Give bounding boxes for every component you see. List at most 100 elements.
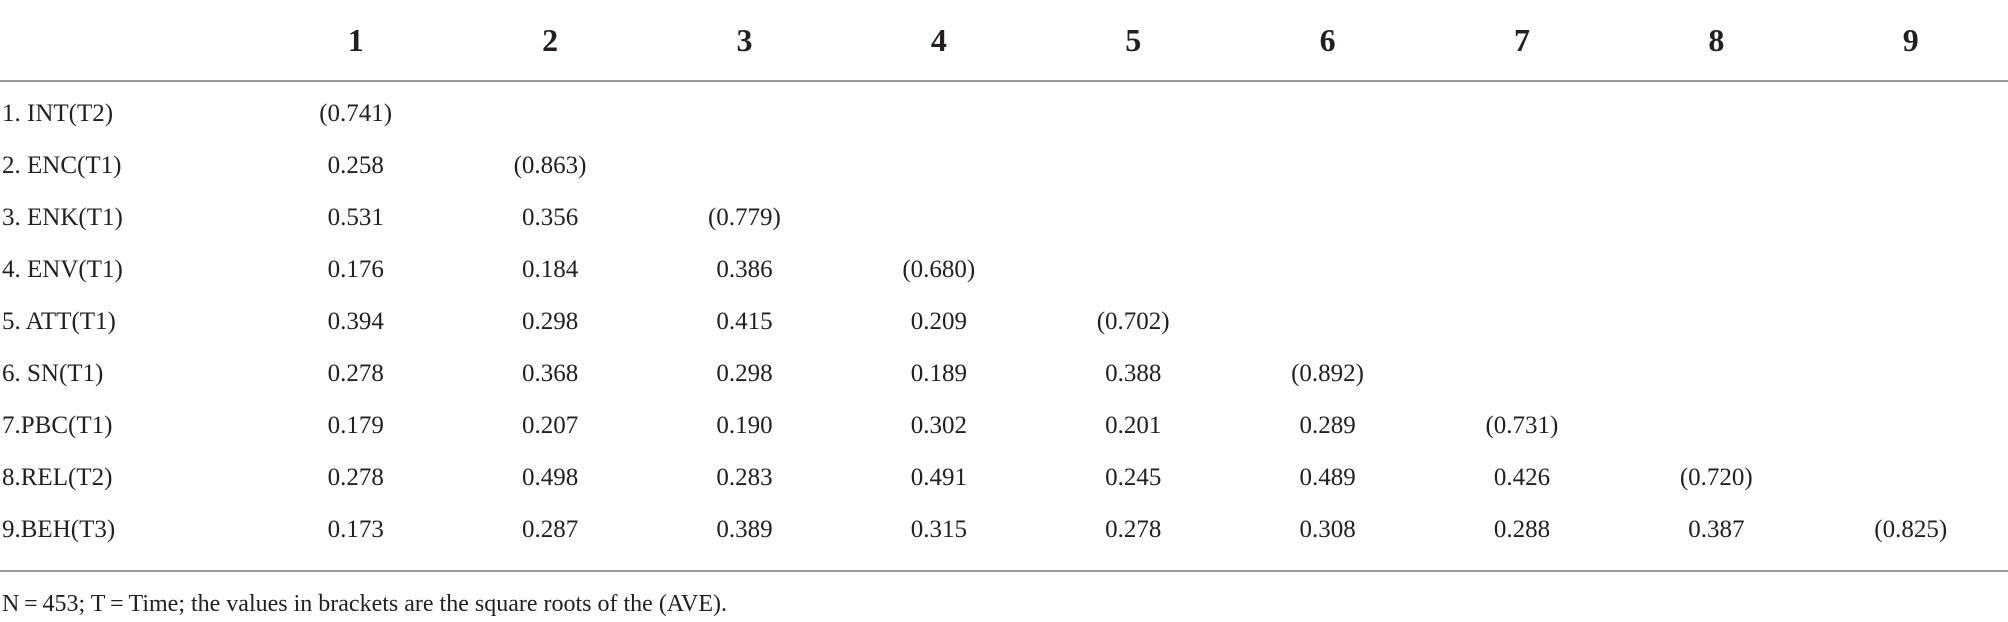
table-cell: 0.278 xyxy=(1036,504,1230,571)
table-cell: 0.308 xyxy=(1230,504,1424,571)
table-cell: 0.278 xyxy=(259,348,453,400)
table-cell: 0.189 xyxy=(842,348,1036,400)
row-label: 2. ENC(T1) xyxy=(0,140,259,192)
table-cell: 0.201 xyxy=(1036,400,1230,452)
table-cell: 0.387 xyxy=(1619,504,1813,571)
table-cell xyxy=(842,192,1036,244)
column-header: 2 xyxy=(453,0,647,81)
table-row: 2. ENC(T1)0.258(0.863) xyxy=(0,140,2008,192)
table-cell: (0.892) xyxy=(1230,348,1424,400)
table-cell xyxy=(1619,296,1813,348)
column-header: 7 xyxy=(1425,0,1619,81)
row-label: 7.PBC(T1) xyxy=(0,400,259,452)
table-cell: 0.389 xyxy=(647,504,841,571)
table-cell xyxy=(1814,81,2008,140)
table-cell xyxy=(1619,400,1813,452)
table-cell xyxy=(1230,81,1424,140)
table-cell xyxy=(1425,296,1619,348)
table-cell: 0.368 xyxy=(453,348,647,400)
table-cell xyxy=(453,81,647,140)
row-label: 4. ENV(T1) xyxy=(0,244,259,296)
table-cell: 0.173 xyxy=(259,504,453,571)
table-cell: 0.302 xyxy=(842,400,1036,452)
table-cell: 0.289 xyxy=(1230,400,1424,452)
table-cell: (0.720) xyxy=(1619,452,1813,504)
table-cell: (0.680) xyxy=(842,244,1036,296)
table-cell: (0.702) xyxy=(1036,296,1230,348)
table-cell: 0.283 xyxy=(647,452,841,504)
table-cell xyxy=(1619,348,1813,400)
row-label: 6. SN(T1) xyxy=(0,348,259,400)
table-cell: 0.489 xyxy=(1230,452,1424,504)
table-cell xyxy=(1230,244,1424,296)
table-cell: (0.731) xyxy=(1425,400,1619,452)
table-cell xyxy=(1036,244,1230,296)
table-cell xyxy=(842,81,1036,140)
table-cell: 0.245 xyxy=(1036,452,1230,504)
table-cell: 0.258 xyxy=(259,140,453,192)
table-cell: 0.287 xyxy=(453,504,647,571)
table-cell xyxy=(1814,400,2008,452)
table-cell xyxy=(1425,81,1619,140)
table-cell xyxy=(647,81,841,140)
table-cell: 0.176 xyxy=(259,244,453,296)
table-header: 1 2 3 4 5 6 7 8 9 xyxy=(0,0,2008,81)
table-body: 1. INT(T2)(0.741)2. ENC(T1)0.258(0.863)3… xyxy=(0,81,2008,571)
table-cell xyxy=(1619,192,1813,244)
table-cell: 0.356 xyxy=(453,192,647,244)
table-cell xyxy=(1814,244,2008,296)
table-cell xyxy=(1036,81,1230,140)
table-footnote: N = 453; T = Time; the values in bracket… xyxy=(0,571,2008,622)
table-cell: (0.779) xyxy=(647,192,841,244)
table-cell xyxy=(1425,348,1619,400)
table-cell: 0.394 xyxy=(259,296,453,348)
table-cell xyxy=(1036,140,1230,192)
table-footer: N = 453; T = Time; the values in bracket… xyxy=(0,571,2008,622)
table-cell: (0.741) xyxy=(259,81,453,140)
table-cell xyxy=(1814,348,2008,400)
table-cell xyxy=(1230,192,1424,244)
table-cell: 0.386 xyxy=(647,244,841,296)
column-header: 9 xyxy=(1814,0,2008,81)
table-cell: 0.531 xyxy=(259,192,453,244)
table-cell: 0.209 xyxy=(842,296,1036,348)
table-cell: 0.315 xyxy=(842,504,1036,571)
table-cell: 0.298 xyxy=(647,348,841,400)
header-row: 1 2 3 4 5 6 7 8 9 xyxy=(0,0,2008,81)
table-cell xyxy=(1230,140,1424,192)
table-cell xyxy=(647,140,841,192)
column-header: 1 xyxy=(259,0,453,81)
table-cell: 0.426 xyxy=(1425,452,1619,504)
table-cell: 0.288 xyxy=(1425,504,1619,571)
table-cell xyxy=(1814,452,2008,504)
table-cell: 0.184 xyxy=(453,244,647,296)
row-label: 3. ENK(T1) xyxy=(0,192,259,244)
column-header: 5 xyxy=(1036,0,1230,81)
table-cell xyxy=(1036,192,1230,244)
row-label: 1. INT(T2) xyxy=(0,81,259,140)
table-cell xyxy=(842,140,1036,192)
column-header: 6 xyxy=(1230,0,1424,81)
column-header: 8 xyxy=(1619,0,1813,81)
table-cell xyxy=(1425,244,1619,296)
table-cell xyxy=(1230,296,1424,348)
row-label: 9.BEH(T3) xyxy=(0,504,259,571)
table-cell: 0.298 xyxy=(453,296,647,348)
table-cell xyxy=(1814,140,2008,192)
table-cell: 0.278 xyxy=(259,452,453,504)
table-cell: 0.190 xyxy=(647,400,841,452)
table-cell xyxy=(1619,81,1813,140)
row-label: 5. ATT(T1) xyxy=(0,296,259,348)
table-cell xyxy=(1425,192,1619,244)
table-cell: (0.825) xyxy=(1814,504,2008,571)
column-header: 4 xyxy=(842,0,1036,81)
